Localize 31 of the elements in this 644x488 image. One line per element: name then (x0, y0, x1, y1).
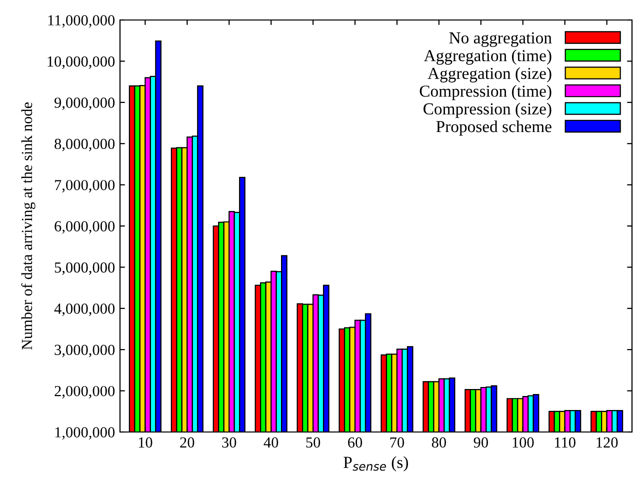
legend-label: Aggregation (size) (428, 67, 552, 82)
legend-label: Proposed scheme (436, 120, 552, 136)
x-tick-label: 110 (555, 437, 576, 448)
legend-label: Aggregation (time) (424, 50, 552, 65)
y-axis-title: Number of data arriving at the sink node (21, 102, 36, 350)
x-tick-label: 50 (306, 437, 320, 448)
x-tick-label: 60 (348, 437, 362, 448)
x-tick-label: 20 (180, 437, 194, 448)
y-tick-label: 4,000,000 (54, 304, 115, 316)
x-tick-label: 100 (512, 437, 534, 448)
x-tick-label: 80 (432, 437, 446, 448)
y-tick-label: 8,000,000 (54, 138, 115, 152)
y-tick-label: 5,000,000 (54, 262, 115, 275)
y-tick-label: 3,000,000 (54, 344, 115, 358)
x-tick-label: 70 (390, 437, 404, 448)
x-tick-label: 90 (474, 437, 488, 448)
y-tick-label: 7,000,000 (55, 180, 115, 192)
legend-label: Compression (size) (424, 102, 552, 118)
y-tick-label: 6,000,000 (54, 221, 115, 234)
y-tick-label: 2,000,000 (54, 386, 115, 398)
y-tick-label: 11,000,000 (48, 15, 115, 28)
x-tick-label: 40 (264, 437, 278, 448)
legend-label: No aggregation (449, 32, 552, 47)
legend-label: Compression (time) (420, 85, 552, 100)
y-tick-label: 9,000,000 (54, 98, 115, 110)
x-tick-label: 30 (222, 437, 236, 448)
y-tick-label: 1,000,000 (55, 427, 115, 440)
x-axis-title: P$_{sense}$ (s) (344, 456, 408, 472)
y-tick-label: 10,000,000 (48, 56, 115, 69)
x-tick-label: 10 (138, 437, 152, 448)
x-tick-label: 120 (596, 437, 618, 448)
